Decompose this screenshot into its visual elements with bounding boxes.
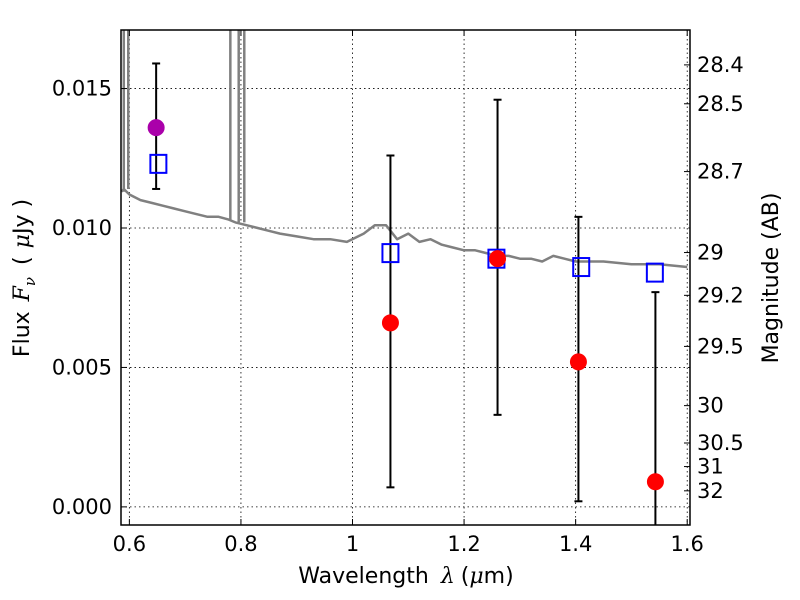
- x-tick-label: 0.6: [113, 532, 146, 556]
- x-axis-label: Wavelength λ (μm): [298, 564, 513, 589]
- observed-photometry-circle: [489, 250, 507, 268]
- x-tick-label: 0.8: [224, 532, 257, 556]
- magnitude-tick-label: 28.7: [697, 160, 744, 184]
- plot-frame: [120, 29, 691, 526]
- axis-ticks: 0.6 0.8 1 1.2 1.4 1.6 0.000 0.005 0.010 0.015 28.4…: [52, 30, 744, 556]
- y-tick-label: 0.010: [52, 216, 112, 240]
- y-tick-label: 0.000: [52, 495, 112, 519]
- model-photometry-square: [381, 243, 400, 264]
- magnitude-tick-label: 32: [697, 479, 724, 503]
- observed-photometry-circle: [646, 473, 664, 491]
- x-tick-label: 1.4: [559, 532, 592, 556]
- magnitude-tick-label: 29.2: [697, 283, 744, 307]
- error-bars: [152, 62, 660, 525]
- x-tick-label: 1.2: [447, 532, 480, 556]
- observed-photometry-circle: [381, 314, 399, 332]
- y-axis-label: FluxFν(μJy ): [10, 199, 39, 357]
- model-photometry-square: [645, 262, 664, 283]
- magnitude-axis-label: Magnitude (AB): [759, 193, 784, 364]
- magnitude-tick-label: 30.5: [697, 431, 744, 455]
- grid-lines: [121, 30, 690, 525]
- model-photometry-square: [572, 257, 591, 278]
- magnitude-tick-label: 28.4: [697, 53, 744, 77]
- observed-photometry-circle: [569, 353, 587, 371]
- model-photometry-square: [149, 153, 168, 174]
- magnitude-tick-label: 30: [697, 394, 724, 418]
- magnitude-tick-label: 29.5: [697, 334, 744, 358]
- y-tick-label: 0.005: [52, 355, 112, 379]
- magnitude-tick-label: 31: [697, 455, 724, 479]
- observed-photometry-circle: [147, 119, 165, 137]
- x-tick-label: 1.6: [671, 532, 704, 556]
- magnitude-tick-label: 28.5: [697, 92, 744, 116]
- x-tick-label: 1: [346, 532, 359, 556]
- observed-photometry-points: [147, 119, 664, 491]
- y-tick-label: 0.015: [52, 77, 112, 101]
- magnitude-tick-label: 29: [697, 241, 724, 265]
- model-spectrum-line: [120, 187, 688, 269]
- model-spectrum: [120, 30, 688, 269]
